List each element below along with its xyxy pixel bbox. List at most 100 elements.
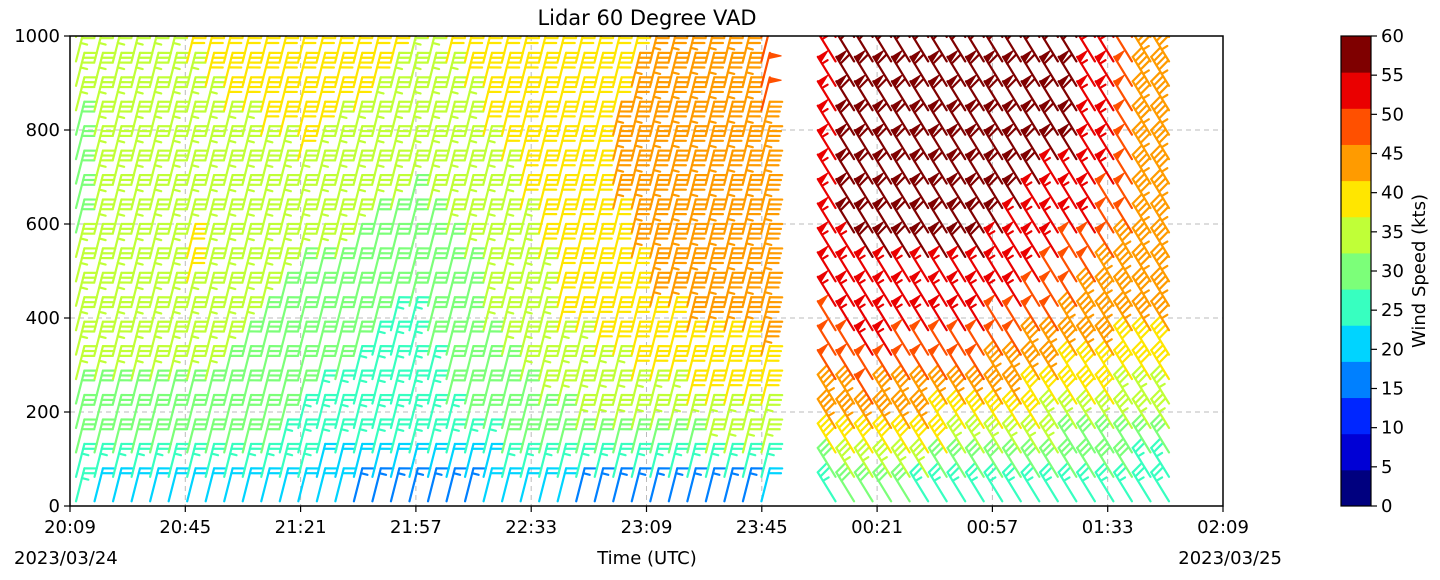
barb-half-feather <box>81 336 87 338</box>
wind-barb <box>761 151 782 184</box>
wind-barb <box>280 248 301 281</box>
barb-half-feather <box>229 116 235 118</box>
barb-half-feather <box>155 67 161 69</box>
wind-barb <box>632 175 653 208</box>
barb-half-feather <box>247 214 253 216</box>
barb-flag <box>818 2 828 13</box>
barb-half-feather <box>155 312 161 314</box>
wind-barb <box>206 248 227 281</box>
barb-flag <box>768 53 781 59</box>
wind-barb <box>428 77 449 110</box>
wind-barb <box>650 200 671 233</box>
wind-barb <box>113 468 134 501</box>
wind-barb <box>558 77 579 110</box>
wind-barb <box>187 200 208 233</box>
wind-barb <box>206 175 227 208</box>
barb-half-feather <box>118 67 124 69</box>
wind-barb <box>743 273 764 306</box>
barb-half-feather <box>266 214 272 216</box>
barb-half-feather <box>249 454 255 456</box>
barb-half-feather <box>730 454 736 456</box>
wind-barb <box>317 53 338 86</box>
barb-half-feather <box>488 238 494 240</box>
wind-barb <box>354 371 375 404</box>
barb-half-feather <box>397 380 403 382</box>
wind-barb <box>484 248 505 281</box>
wind-barb <box>724 28 745 61</box>
barb-half-feather <box>527 454 533 456</box>
barb-half-feather <box>451 141 457 143</box>
wind-barb <box>335 200 356 233</box>
barb-half-feather <box>654 219 660 221</box>
wind-barb <box>298 297 319 330</box>
barb-half-feather <box>155 263 161 265</box>
barb-half-feather <box>156 454 162 456</box>
barb-half-feather <box>173 263 179 265</box>
barb-shaft <box>206 4 214 37</box>
wind-barb <box>169 468 190 501</box>
wind-barb <box>502 419 523 452</box>
wind-barb <box>465 419 486 452</box>
wind-barb <box>743 297 764 330</box>
wind-barb <box>613 371 634 404</box>
barb-half-feather <box>916 477 922 480</box>
wind-barb <box>372 346 393 379</box>
barb-half-feather <box>693 454 699 456</box>
wind-barb <box>558 468 579 501</box>
wind-barb <box>317 151 338 184</box>
wind-barb <box>298 322 319 355</box>
barb-half-feather <box>562 361 568 363</box>
wind-barb <box>261 322 282 355</box>
wind-barb <box>224 175 245 208</box>
barb-half-feather <box>728 146 734 148</box>
wind-barb <box>243 248 264 281</box>
wind-barb <box>206 371 227 404</box>
barb-half-feather <box>415 356 421 358</box>
wind-barb <box>687 200 708 233</box>
wind-barb <box>150 444 171 477</box>
barb-half-feather <box>676 473 682 475</box>
wind-barb <box>724 444 745 477</box>
wind-barb <box>576 346 597 379</box>
barb-half-feather <box>654 48 660 50</box>
wind-barb <box>743 126 764 159</box>
wind-barb <box>465 224 486 257</box>
barb-half-feather <box>414 92 420 94</box>
barb-half-feather <box>672 268 678 270</box>
barb-half-feather <box>433 116 439 118</box>
wind-barb <box>169 53 190 86</box>
barb-half-feather <box>654 194 660 196</box>
wind-barb <box>298 248 319 281</box>
wind-barb <box>317 468 338 501</box>
barb-half-feather <box>173 116 179 118</box>
barb-half-feather <box>229 214 235 216</box>
wind-barb <box>95 322 116 355</box>
barb-half-feather <box>746 219 752 221</box>
wind-barb <box>206 28 227 61</box>
wind-barb <box>613 151 634 184</box>
barb-half-feather <box>749 454 755 456</box>
wind-barb <box>113 175 134 208</box>
barb-half-feather <box>361 473 367 475</box>
wind-barb <box>280 53 301 86</box>
barb-half-feather <box>470 190 476 192</box>
wind-barb <box>169 297 190 330</box>
wind-barb <box>687 224 708 257</box>
wind-barb <box>391 346 412 379</box>
wind-barb <box>465 322 486 355</box>
barb-half-feather <box>822 158 828 161</box>
wind-barb <box>706 102 727 135</box>
barb-half-feather <box>828 388 834 391</box>
barb-shaft <box>95 4 103 37</box>
wind-barb <box>743 468 764 501</box>
barb-half-feather <box>378 405 384 407</box>
barb-half-feather <box>451 165 457 167</box>
wind-barb <box>595 53 616 86</box>
wind-barb <box>484 4 505 37</box>
barb-half-feather <box>470 238 476 240</box>
wind-barb <box>465 346 486 379</box>
wind-barb <box>428 28 449 61</box>
wind-barb <box>113 346 134 379</box>
wind-barb <box>298 200 319 233</box>
wind-barb <box>669 346 690 379</box>
